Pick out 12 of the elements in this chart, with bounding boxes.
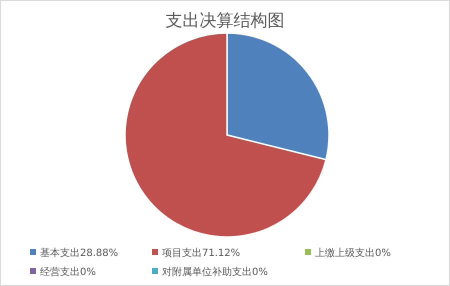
legend-label: 经营支出 xyxy=(40,267,80,278)
legend-label: 上缴上级支出 xyxy=(315,248,375,259)
data-label: 71.12% xyxy=(202,248,240,259)
text: 0% xyxy=(252,267,268,278)
text: 0% xyxy=(375,248,391,259)
text: 0% xyxy=(80,267,96,278)
legend-label: 项目支出 xyxy=(162,248,202,259)
legend-label: 对附属单位补助支出 xyxy=(162,267,252,278)
pie-slice xyxy=(124,32,327,238)
chart-title: 支出决算结构图 xyxy=(166,11,284,31)
data-label: 28.88% xyxy=(80,248,118,259)
legend-label: 基本支出 xyxy=(40,248,80,259)
